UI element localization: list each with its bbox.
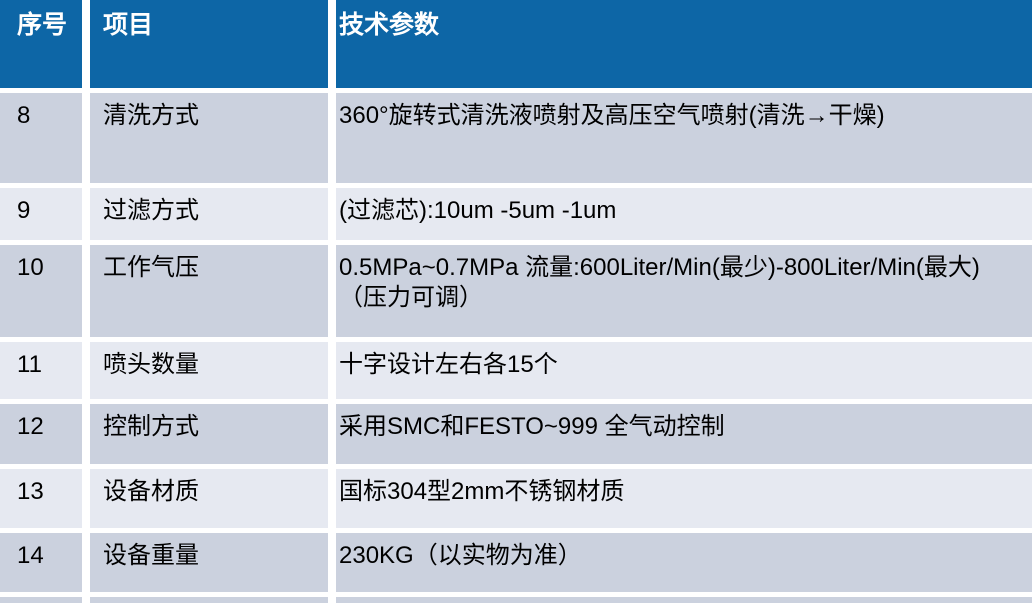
header-cell-item: 项目 — [90, 0, 328, 88]
row-index-cell: 10 — [0, 245, 82, 337]
row-params-cell: 国标304型2mm不锈钢材质 — [336, 469, 1032, 528]
row-index-cell — [0, 597, 82, 603]
row-item-cell: 喷头数量 — [90, 342, 328, 399]
row-params-cell — [336, 597, 1032, 603]
row-item-cell: 工作气压 — [90, 245, 328, 337]
row-item-cell: 过滤方式 — [90, 188, 328, 240]
row-params-cell: 230KG（以实物为准） — [336, 533, 1032, 592]
row-index-cell: 12 — [0, 404, 82, 464]
row-item-cell: 控制方式 — [90, 404, 328, 464]
row-params-cell: 十字设计左右各15个 — [336, 342, 1032, 399]
row-params-cell: 0.5MPa~0.7MPa 流量:600Liter/Min(最少)-800Lit… — [336, 245, 1032, 337]
row-index-cell: 14 — [0, 533, 82, 592]
row-item-cell — [90, 597, 328, 603]
header-cell-params: 技术参数 — [336, 0, 1032, 88]
header-cell-seq: 序号 — [0, 0, 82, 88]
row-params-cell: 360°旋转式清洗液喷射及高压空气喷射(清洗→干燥) — [336, 93, 1032, 183]
row-index-cell: 9 — [0, 188, 82, 240]
row-item-cell: 设备重量 — [90, 533, 328, 592]
row-index-cell: 8 — [0, 93, 82, 183]
row-params-cell: 采用SMC和FESTO~999 全气动控制 — [336, 404, 1032, 464]
row-item-cell: 设备材质 — [90, 469, 328, 528]
row-params-cell: (过滤芯):10um -5um -1um — [336, 188, 1032, 240]
row-index-cell: 13 — [0, 469, 82, 528]
row-item-cell: 清洗方式 — [90, 93, 328, 183]
row-index-cell: 11 — [0, 342, 82, 399]
